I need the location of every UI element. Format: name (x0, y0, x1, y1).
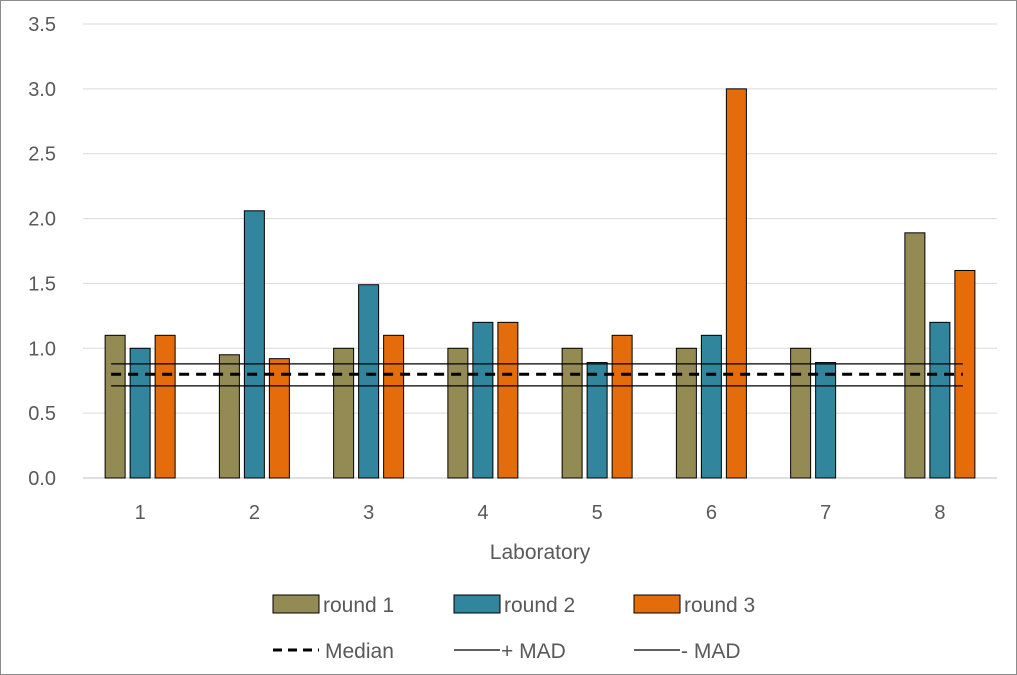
y-tick-label: 2.0 (28, 209, 56, 231)
bar (586, 362, 608, 479)
bar (268, 358, 290, 479)
legend-label: round 1 (323, 594, 394, 617)
bar (333, 347, 355, 479)
y-tick-label: 3.5 (28, 14, 56, 36)
x-tick-label: 4 (477, 502, 488, 524)
x-tick-label: 3 (363, 502, 374, 524)
bar (675, 347, 697, 479)
bar (243, 210, 265, 479)
x-tick-label: 6 (706, 502, 717, 524)
bar (700, 334, 722, 479)
legend-swatch (453, 594, 501, 614)
bar (954, 269, 976, 479)
bar (104, 334, 126, 479)
y-tick-label: 1.0 (28, 338, 56, 360)
y-tick-label: 2.5 (28, 144, 56, 166)
x-tick-label: 1 (135, 502, 146, 524)
bar (725, 88, 747, 479)
legend-label: round 3 (684, 594, 755, 617)
bar (611, 334, 633, 479)
bars (104, 88, 976, 479)
legend-swatch (633, 594, 681, 614)
legend-label: round 2 (504, 594, 575, 617)
x-tick-label: 2 (249, 502, 260, 524)
bar (790, 347, 812, 479)
legend-label: Median (325, 640, 394, 663)
bar (815, 362, 837, 479)
bar (497, 321, 519, 479)
legend-label: + MAD (501, 640, 566, 663)
bar (383, 334, 405, 479)
bar (129, 347, 151, 479)
bar (561, 347, 583, 479)
legend-label: - MAD (681, 640, 741, 663)
y-tick-label: 3.0 (28, 79, 56, 101)
y-tick-label: 1.5 (28, 273, 56, 295)
y-tick-label: 0.5 (28, 403, 56, 425)
y-tick-label: 0.0 (28, 468, 56, 490)
axes: 0.0 0.5 1.0 1.5 2.0 2.5 3.0 3.5 1 2 3 4 5 6 7 8 Laborato… (28, 14, 945, 564)
bar (904, 232, 926, 479)
legend: round 1 round 2 round 3 Median + MAD - MAD (272, 594, 755, 663)
bar (447, 347, 469, 479)
bar (929, 321, 951, 479)
x-tick-label: 5 (592, 502, 603, 524)
reference-lines (111, 363, 963, 387)
legend-swatch (272, 594, 320, 614)
bar (154, 334, 176, 479)
x-axis-title: Laboratory (490, 541, 591, 564)
x-tick-label: 8 (934, 502, 945, 524)
x-tick-label: 7 (820, 502, 831, 524)
bar (358, 284, 380, 479)
bar (472, 321, 494, 479)
